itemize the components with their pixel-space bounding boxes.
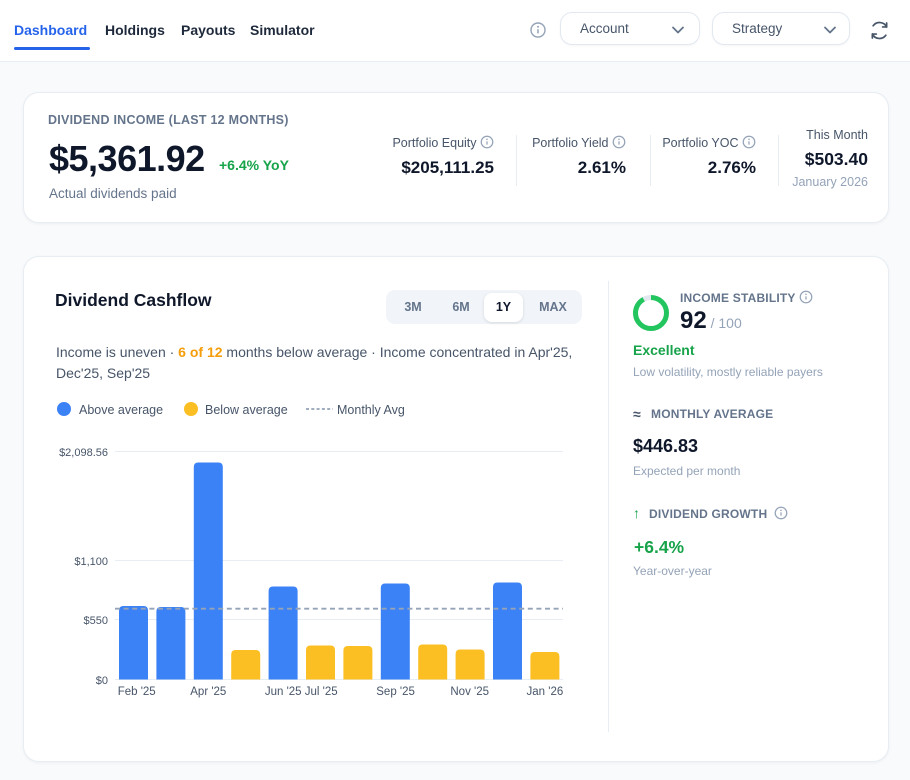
svg-text:$550: $550 — [84, 615, 108, 627]
svg-text:Feb '25: Feb '25 — [118, 686, 156, 698]
svg-text:$1,100: $1,100 — [74, 556, 108, 568]
svg-text:Jul '25: Jul '25 — [305, 686, 338, 698]
svg-text:Nov '25: Nov '25 — [450, 686, 489, 698]
svg-text:Jan '26: Jan '26 — [527, 686, 564, 698]
svg-text:Apr '25: Apr '25 — [190, 686, 226, 698]
svg-text:$2,098.56: $2,098.56 — [59, 447, 108, 459]
svg-text:Jun '25: Jun '25 — [265, 686, 302, 698]
svg-text:Sep '25: Sep '25 — [376, 686, 415, 698]
svg-text:$0: $0 — [96, 675, 108, 687]
